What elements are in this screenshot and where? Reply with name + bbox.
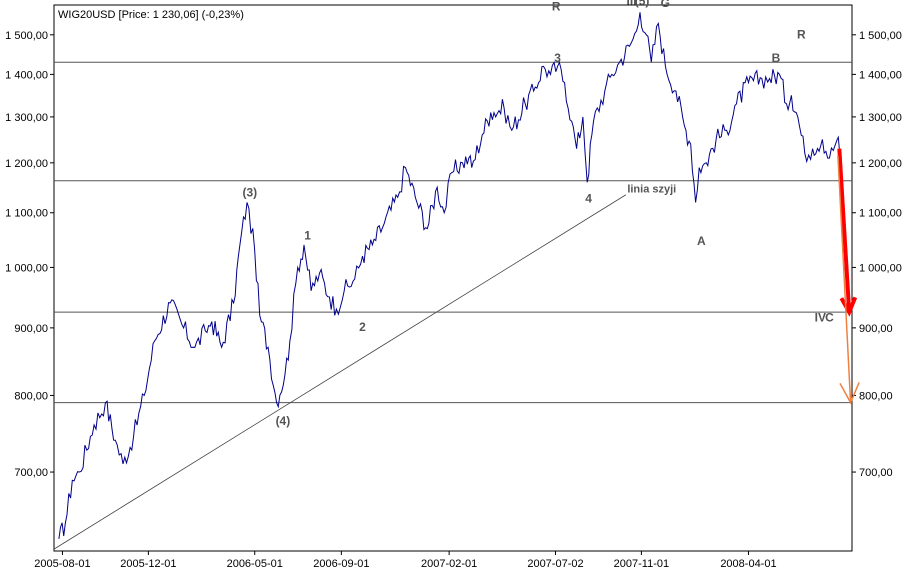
wave-label: (5) (635, 0, 650, 8)
projection-line (837, 148, 852, 313)
y-tick-label-right: 1 500,00 (859, 30, 902, 42)
wave-label: IV (815, 311, 826, 325)
wave-label: R (797, 28, 806, 42)
y-tick-label-left: 1 100,00 (5, 208, 48, 220)
wave-label: G (661, 0, 670, 10)
wave-label: C (825, 311, 834, 325)
plot-area (53, 4, 853, 552)
y-tick-label-left: 1 400,00 (5, 69, 48, 81)
wave-label: 3 (554, 51, 561, 65)
wave-label: (4) (276, 414, 291, 428)
neckline: linia szyji (53, 183, 676, 550)
projection-arrowhead (839, 382, 860, 405)
y-tick-label-right: 1 200,00 (859, 158, 902, 170)
projection-line (837, 155, 852, 403)
x-tick-label: 2005-08-01 (34, 558, 90, 570)
y-tick-label-left: 1 300,00 (5, 112, 48, 124)
wave-label: R (552, 0, 561, 13)
wave-label: B (772, 51, 781, 65)
y-tick-label-left: 800,00 (14, 390, 48, 402)
x-tick-label: 2008-04-01 (720, 558, 776, 570)
x-tick-label: 2005-12-01 (120, 558, 176, 570)
wave-label: (3) (242, 185, 257, 199)
wave-labels: (3) (4) (5) 1 2 3 4 R III G A B R IV C (242, 0, 834, 428)
y-tick-label-left: 700,00 (14, 467, 48, 479)
y-tick-label-right: 1 000,00 (859, 262, 902, 274)
y-tick-label-left: 1 500,00 (5, 30, 48, 42)
y-tick-label-left: 1 200,00 (5, 158, 48, 170)
projection-arrows (837, 148, 860, 405)
projection-arrowhead (839, 296, 858, 317)
x-tick-label: 2007-11-01 (614, 558, 669, 570)
x-tick-label: 2006-05-01 (227, 558, 283, 570)
wave-label: 2 (359, 320, 366, 334)
wave-label: A (697, 234, 706, 248)
y-tick-label-right: 700,00 (859, 467, 893, 479)
x-tick-label: 2007-07-02 (527, 558, 583, 570)
wave-label: III (627, 0, 637, 7)
wave-label: 4 (585, 191, 592, 205)
x-tick-label: 2006-09-01 (313, 558, 369, 570)
y-tick-label-right: 1 300,00 (859, 112, 902, 124)
y-tick-label-right: 800,00 (859, 390, 893, 402)
wave-label: 1 (304, 228, 311, 242)
y-tick-label-right: 900,00 (859, 323, 893, 335)
x-tick-label: 2007-02-01 (421, 558, 477, 570)
chart-title: WIG20USD [Price: 1 230,06] (-0,23%) (58, 9, 244, 21)
y-tick-label-left: 1 000,00 (5, 262, 48, 274)
price-line (58, 12, 840, 539)
neckline-line (53, 194, 627, 550)
axis-ticks: 700,00 700,00 800,00 800,00 900,00 900,00 1 00… (5, 30, 902, 570)
horizontal-levels (54, 61, 852, 404)
y-tick-label-left: 900,00 (14, 323, 48, 335)
price-series (58, 12, 840, 539)
neckline-label: linia szyji (627, 183, 676, 195)
y-tick-label-right: 1 400,00 (859, 69, 902, 81)
y-tick-label-right: 1 100,00 (859, 208, 902, 220)
